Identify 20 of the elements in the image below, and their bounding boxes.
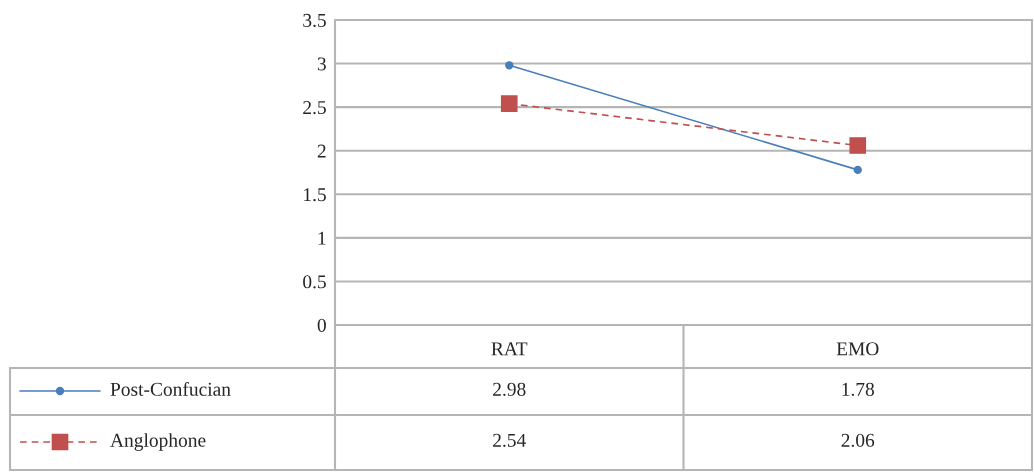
x-tick-label: EMO	[836, 342, 879, 356]
point	[505, 61, 514, 70]
y-tick-label: 2.5	[303, 101, 326, 115]
legend-label: Post-Confucian	[110, 381, 231, 396]
point	[500, 95, 518, 112]
y-tick-label: 3.5	[303, 13, 326, 28]
y-tick-label: 0	[317, 318, 326, 332]
data-label: 2.06	[841, 433, 875, 447]
data-label: 2.54	[493, 433, 526, 447]
x-tick-label: RAT	[491, 342, 528, 356]
legend-label: Anglophone	[110, 433, 206, 451]
y-tick-label: 1.5	[304, 188, 326, 202]
point	[849, 137, 867, 154]
y-tick-label: 1	[318, 231, 326, 245]
y-tick-label: 0.5	[303, 275, 326, 289]
data-label: 2.98	[493, 382, 526, 396]
y-tick-label: 3	[317, 57, 326, 71]
data-label: 1.78	[842, 382, 875, 396]
point	[853, 165, 862, 175]
y-tick-label: 2	[317, 144, 326, 158]
